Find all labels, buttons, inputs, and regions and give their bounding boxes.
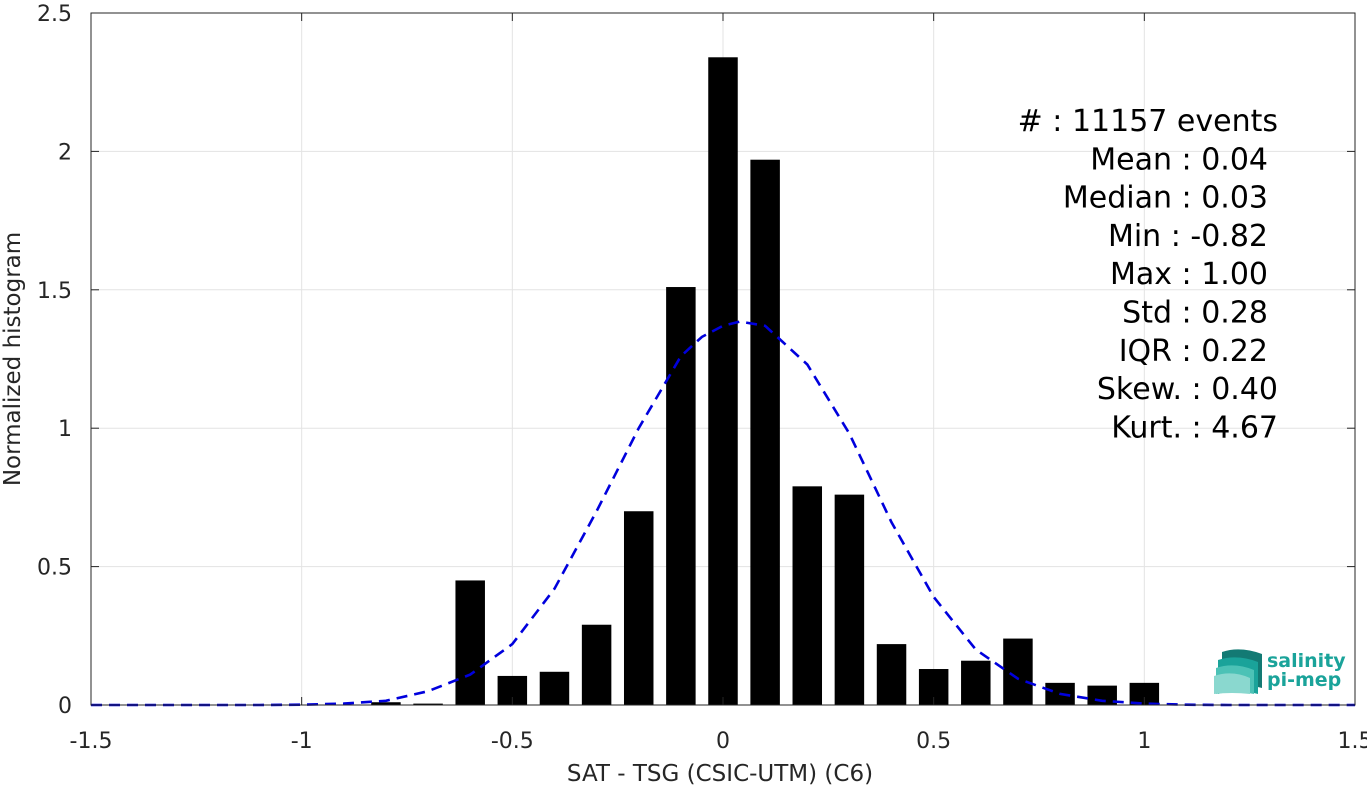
stat-line: Min : -0.82	[1108, 219, 1268, 254]
y-axis-ticks: 0 0.5 1 1.5 2 2.5	[37, 2, 1355, 719]
logo-text-pi-mep: pi-mep	[1267, 669, 1341, 691]
x-tick-label: -1	[291, 729, 313, 754]
histogram-bar	[666, 287, 696, 705]
logo-text-salinity: salinity	[1267, 650, 1346, 672]
histogram-bar	[539, 671, 570, 705]
x-axis-ticks: -1.5 -1 -0.5 0 0.5 1 1.5	[70, 13, 1367, 754]
histogram-bar	[708, 57, 738, 705]
histogram-bar	[1129, 682, 1160, 705]
histogram-bar	[876, 644, 907, 705]
wave-logo-icon	[1214, 649, 1262, 694]
histogram-bar	[623, 511, 654, 705]
x-axis-label: SAT - TSG (CSIC-UTM) (C6)	[567, 761, 873, 785]
stat-line: # : 11157 events	[1018, 104, 1278, 139]
histogram-bar	[961, 660, 991, 705]
y-tick-label: 2.5	[37, 2, 72, 27]
histogram-bar	[371, 702, 401, 705]
histogram-bar	[1003, 638, 1033, 705]
x-tick-label: 0	[716, 729, 730, 754]
stat-line: Mean : 0.04	[1090, 142, 1268, 177]
histogram-bar	[455, 580, 485, 705]
x-tick-label: -0.5	[491, 729, 534, 754]
x-tick-label: 1	[1137, 729, 1151, 754]
stat-line: IQR : 0.22	[1119, 334, 1268, 369]
histogram-bar	[750, 159, 780, 706]
histogram-bar	[834, 494, 865, 705]
gaussian-fit-curve	[91, 320, 1355, 707]
x-tick-label: -1.5	[70, 729, 113, 754]
y-axis-label: Normalized histogram	[0, 232, 26, 486]
stat-line: Max : 1.00	[1110, 257, 1268, 292]
stat-line: Skew. : 0.40	[1097, 372, 1278, 407]
stat-line: Kurt. : 4.67	[1111, 410, 1278, 445]
histogram-bar	[792, 486, 823, 705]
x-tick-label: 0.5	[916, 729, 951, 754]
y-tick-label: 0.5	[37, 556, 72, 581]
histogram-bars	[371, 57, 1160, 706]
stat-line: Median : 0.03	[1063, 181, 1268, 216]
x-tick-label: 1.5	[1338, 729, 1367, 754]
y-tick-label: 0	[58, 694, 72, 719]
y-tick-label: 1	[58, 417, 72, 442]
y-tick-label: 2	[58, 140, 72, 165]
histogram-bar	[413, 703, 443, 705]
y-tick-label: 1.5	[37, 279, 72, 304]
histogram-bar	[581, 624, 612, 705]
salinity-pi-mep-logo: salinity pi-mep	[1214, 649, 1346, 694]
stat-line: Std : 0.28	[1122, 296, 1268, 331]
